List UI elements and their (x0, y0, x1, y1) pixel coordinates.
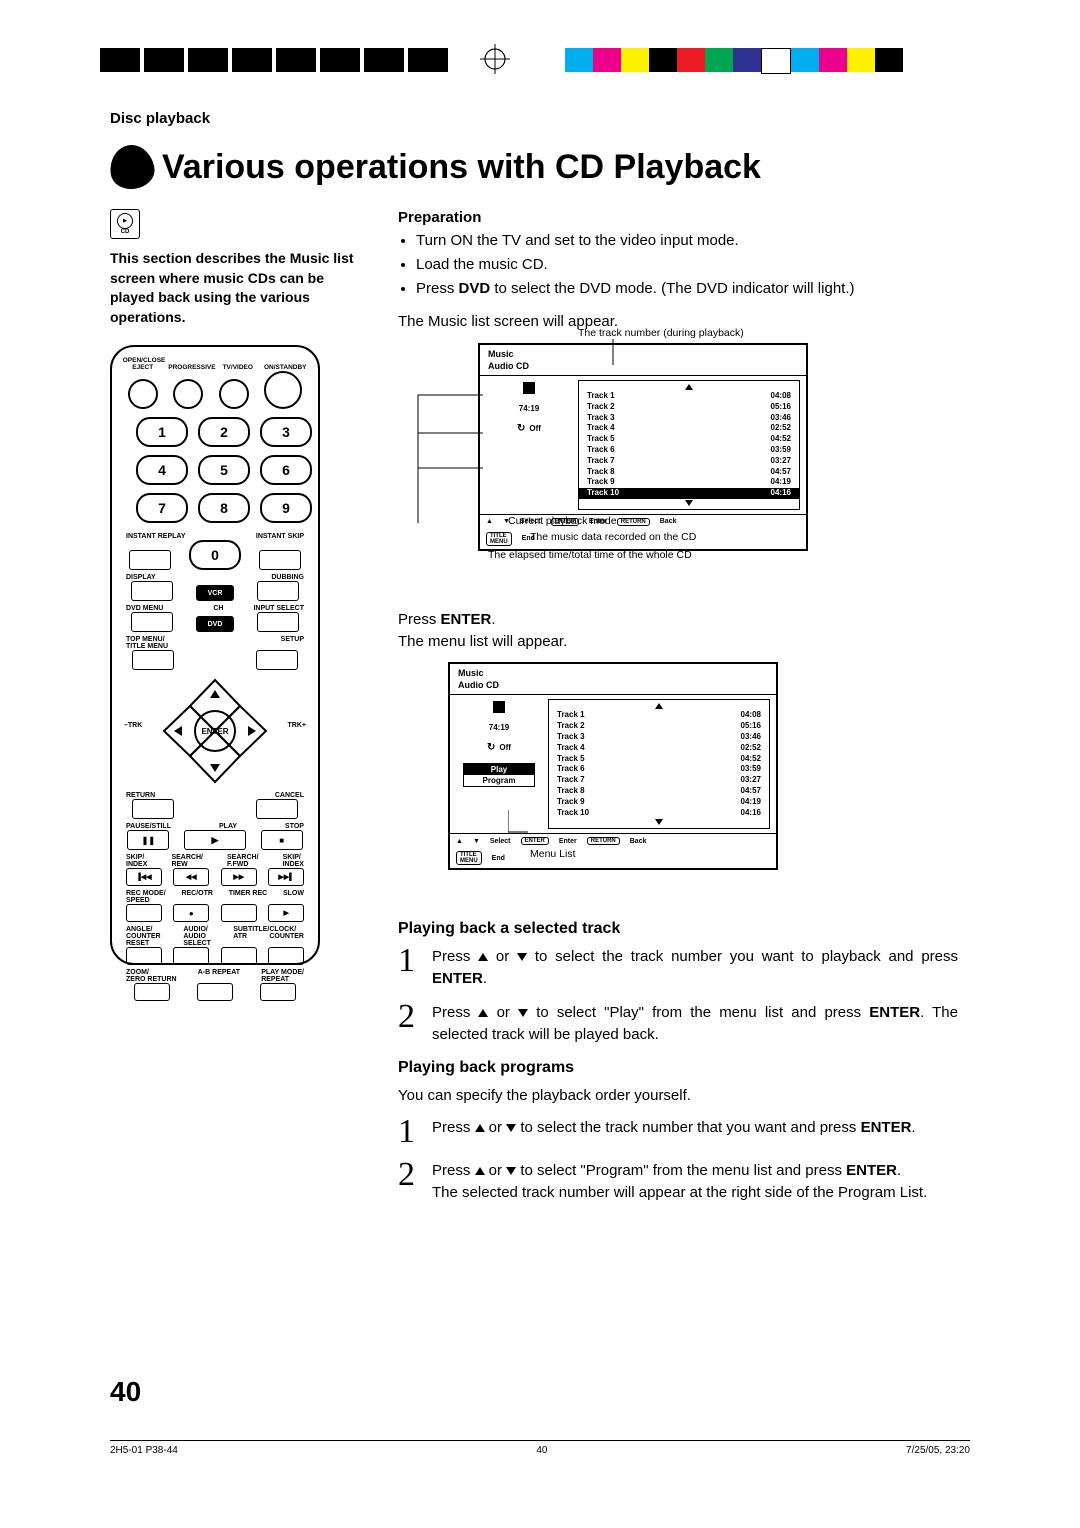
remote-key-7: 7 (136, 493, 188, 523)
remote-key-9: 9 (260, 493, 312, 523)
step-1b: 1Press or to select the track number tha… (398, 1117, 958, 1148)
step-2a: 2Press or to select "Play" from the menu… (398, 1002, 958, 1046)
remote-key-2: 2 (198, 417, 250, 447)
music-screen-2: Music Audio CD 74:19 ↻Off PlayProgram Tr… (448, 662, 958, 870)
remote-key-1: 1 (136, 417, 188, 447)
step-2b: 2Press or to select "Program" from the m… (398, 1160, 958, 1204)
remote-key-3: 3 (260, 417, 312, 447)
remote-control-diagram: OPEN/CLOSE EJECT PROGRESSIVE TV/VIDEO ON… (110, 345, 320, 965)
remote-enter-button: ENTER (194, 710, 236, 752)
print-footer: 2H5-01 P38-44 40 7/25/05, 23:20 (110, 1440, 970, 1456)
music-screen-1: The track number (during playback) Music… (478, 343, 958, 551)
step-1a: 1Press or to select the track number you… (398, 946, 958, 990)
preparation-list: Turn ON the TV and set to the video inpu… (398, 230, 958, 299)
registration-mark-bottom (480, 44, 510, 74)
sub2-intro: You can specify the playback order yours… (398, 1085, 958, 1107)
print-black-bars (100, 48, 452, 72)
title-decoration (107, 142, 157, 192)
remote-key-6: 6 (260, 455, 312, 485)
page-number: 40 (110, 1376, 141, 1408)
intro-text: This section describes the Music list sc… (110, 249, 370, 327)
page-title: Various operations with CD Playback (162, 148, 761, 187)
remote-key-5: 5 (198, 455, 250, 485)
press-enter-text: Press ENTER. The menu list will appear. (398, 609, 958, 653)
cd-badge: ▶ CD (110, 209, 140, 239)
section-label: Disc playback (110, 110, 970, 127)
subheading-programs: Playing back programs (398, 1059, 958, 1077)
print-color-bar (565, 48, 903, 72)
remote-key-4: 4 (136, 455, 188, 485)
subheading-selected-track: Playing back a selected track (398, 920, 958, 938)
remote-key-8: 8 (198, 493, 250, 523)
preparation-heading: Preparation (398, 209, 958, 226)
